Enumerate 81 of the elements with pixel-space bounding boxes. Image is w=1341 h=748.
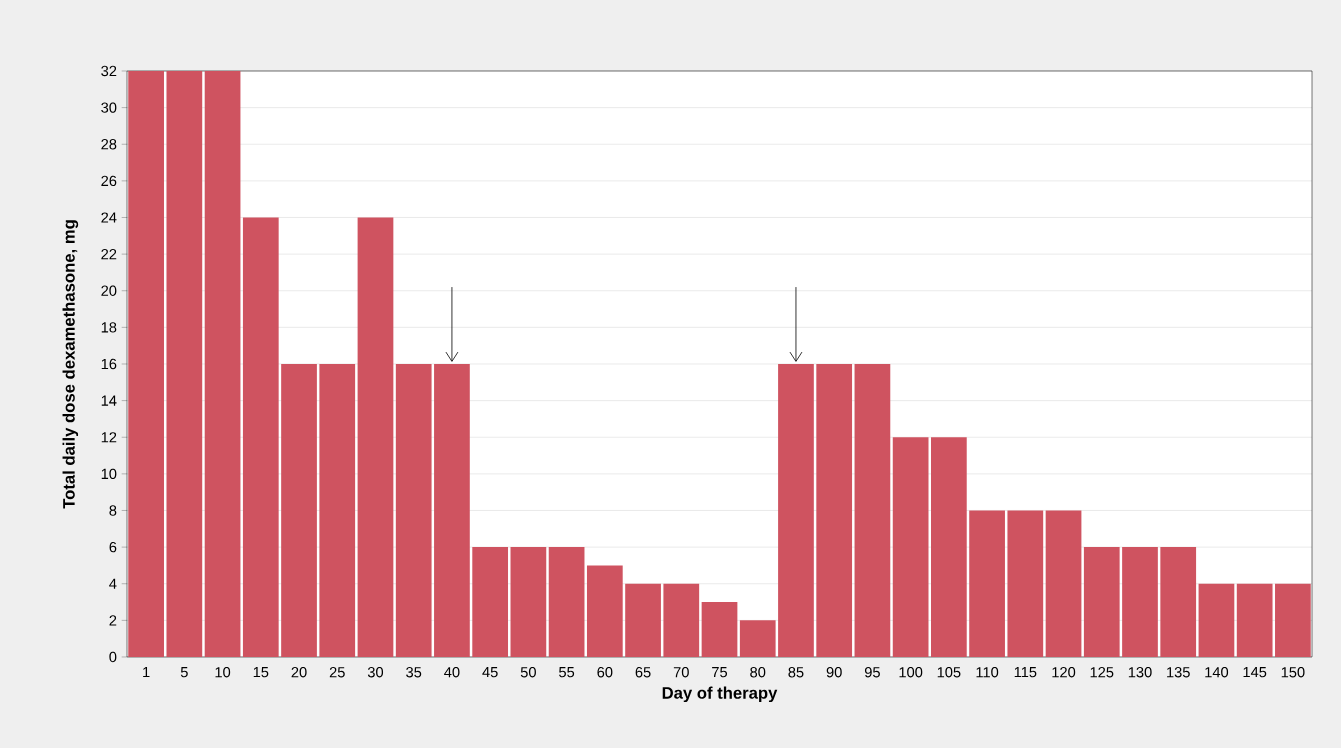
bar <box>1236 583 1273 657</box>
bar <box>1122 547 1158 657</box>
x-tick-label: 20 <box>291 667 307 678</box>
x-tick-label: 30 <box>367 667 384 678</box>
bar <box>1083 547 1120 657</box>
y-tick-label: 24 <box>101 212 117 223</box>
x-tick-label: 90 <box>826 667 842 678</box>
bar <box>1007 510 1044 657</box>
x-tick-label: 110 <box>976 667 999 678</box>
bar <box>434 363 470 657</box>
bar <box>357 217 394 657</box>
x-tick-label: 140 <box>1205 667 1229 678</box>
bar <box>204 70 241 657</box>
x-tick-label: 1 <box>143 667 150 678</box>
y-tick-label: 10 <box>101 468 117 480</box>
bar <box>242 217 279 657</box>
x-tick-label: 150 <box>1281 667 1305 678</box>
bar <box>625 583 661 657</box>
x-tick-label: 65 <box>635 667 651 678</box>
bar <box>969 510 1005 657</box>
x-tick-label: 50 <box>520 667 536 678</box>
bar <box>663 583 700 657</box>
x-tick-label: 40 <box>444 667 460 678</box>
x-tick-label: 145 <box>1243 667 1267 678</box>
y-tick-label: 0 <box>109 651 117 663</box>
y-tick-label: 22 <box>101 249 117 260</box>
y-tick-label: 2 <box>109 615 117 626</box>
x-tick-label: 125 <box>1090 667 1114 678</box>
bar <box>854 363 891 657</box>
y-tick-label: 8 <box>109 505 117 516</box>
bar <box>128 70 164 657</box>
x-tick-label: 85 <box>788 667 804 678</box>
x-tick-label: 80 <box>750 667 766 678</box>
x-tick-label: 130 <box>1128 667 1152 678</box>
bar <box>1160 547 1197 657</box>
bar <box>892 437 929 657</box>
y-axis-title: Total daily dose dexamethasone, mg <box>62 220 79 509</box>
y-tick-label: 26 <box>101 175 117 187</box>
y-tick-label: 16 <box>101 358 117 370</box>
bar <box>548 547 585 657</box>
x-tick-label: 55 <box>559 667 575 678</box>
x-tick-label: 10 <box>215 667 231 678</box>
y-tick-label: 20 <box>101 285 117 296</box>
x-tick-label: 95 <box>864 667 880 678</box>
x-tick-label: 5 <box>180 667 188 678</box>
y-tick-label: 30 <box>101 102 117 113</box>
x-tick-label: 45 <box>482 667 498 678</box>
bar <box>778 363 814 657</box>
bar <box>586 565 623 657</box>
x-tick-label: 75 <box>712 667 728 678</box>
bar <box>319 363 356 657</box>
y-tick-label: 12 <box>101 432 117 443</box>
x-tick-label: 105 <box>937 667 961 678</box>
x-tick-label: 25 <box>329 667 345 678</box>
y-tick-label: 14 <box>101 395 117 406</box>
bar <box>1198 583 1235 657</box>
x-tick-label: 100 <box>899 667 923 678</box>
bar <box>510 547 547 657</box>
bar <box>739 620 776 657</box>
bar <box>395 363 432 657</box>
bar <box>281 363 317 657</box>
bar <box>931 437 967 657</box>
x-axis-title: Day of therapy <box>662 686 778 703</box>
y-tick-label: 28 <box>101 139 117 150</box>
x-tick-label: 15 <box>253 667 269 678</box>
bar <box>701 602 738 657</box>
bar <box>166 70 203 657</box>
y-tick-label: 4 <box>109 578 117 589</box>
x-tick-label: 60 <box>597 667 613 678</box>
y-tick-label: 18 <box>101 322 117 333</box>
y-tick-label: 6 <box>109 541 117 553</box>
y-tick-label: 32 <box>101 65 117 77</box>
x-tick-label: 70 <box>673 667 689 678</box>
bar <box>1045 510 1082 657</box>
x-tick-label: 135 <box>1167 667 1190 678</box>
x-tick-label: 35 <box>406 667 422 678</box>
x-tick-label: 115 <box>1014 667 1037 678</box>
bar <box>472 547 509 657</box>
bar <box>816 363 853 657</box>
x-tick-label: 120 <box>1052 667 1076 678</box>
bar <box>1275 583 1311 657</box>
